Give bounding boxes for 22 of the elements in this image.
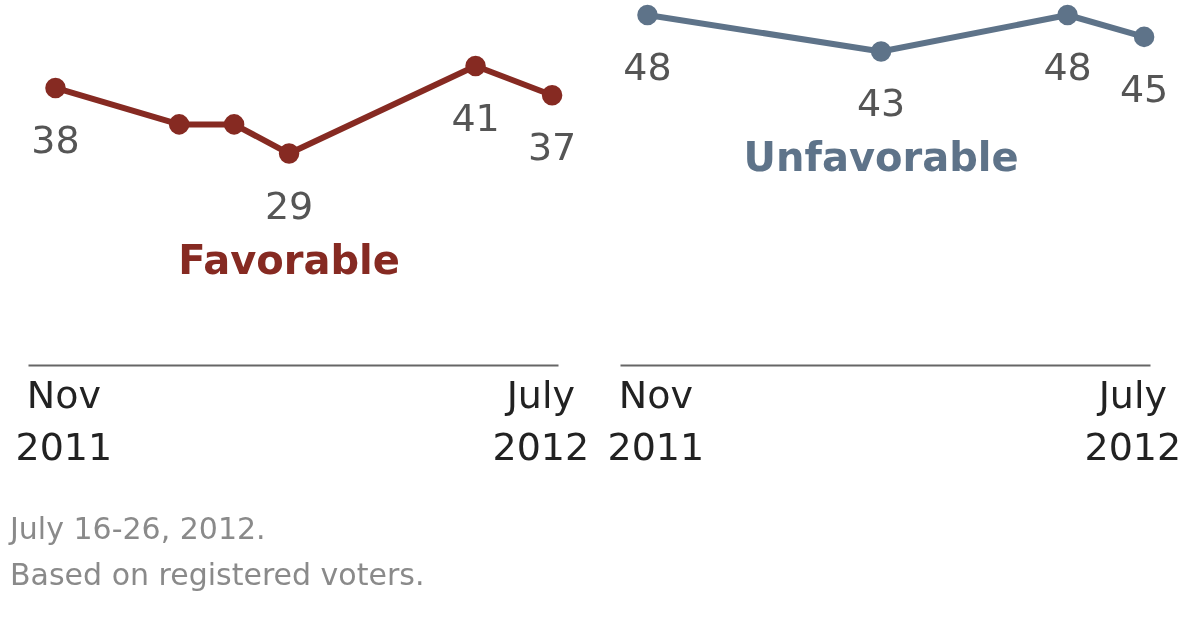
data-label: 29: [264, 183, 314, 228]
text: July 16-26, 2012.: [10, 510, 267, 548]
text: Based on registered voters.: [10, 556, 425, 594]
text: Favorable: [178, 236, 400, 283]
point: [465, 55, 486, 77]
point: [278, 143, 300, 164]
x-tick-label: Nov 2011: [15, 372, 113, 469]
x-tick-label: Nov 2011: [607, 372, 705, 469]
data-label: 43: [856, 81, 906, 126]
point: [45, 77, 66, 99]
data-label: 45: [1119, 66, 1169, 111]
point: [223, 114, 245, 135]
data-label: 41: [451, 96, 500, 141]
data-label: 48: [623, 45, 672, 89]
point: [541, 84, 563, 106]
data-label: 48: [1043, 45, 1092, 89]
point: [168, 114, 190, 135]
x-tick-label: July 2012: [1084, 372, 1182, 469]
data-label: 37: [527, 125, 577, 170]
data-label: 38: [31, 117, 80, 162]
text: Unfavorable: [743, 134, 1019, 181]
x-tick-label: July 2012: [492, 372, 590, 469]
